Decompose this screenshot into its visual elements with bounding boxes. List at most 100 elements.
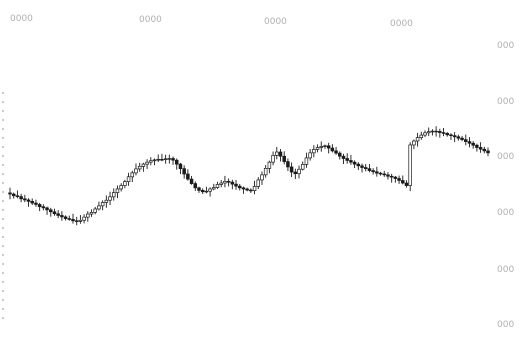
candle bbox=[445, 132, 449, 137]
candle bbox=[419, 131, 424, 140]
candle bbox=[423, 130, 427, 138]
candle bbox=[123, 179, 127, 189]
candle-body bbox=[186, 173, 190, 180]
candle bbox=[215, 181, 220, 189]
candle bbox=[341, 153, 346, 164]
candle bbox=[167, 154, 172, 164]
candle bbox=[315, 144, 320, 153]
candle bbox=[237, 184, 242, 191]
candle-body bbox=[219, 182, 223, 185]
candle bbox=[100, 200, 105, 211]
candle-body bbox=[130, 172, 135, 178]
candle bbox=[89, 209, 94, 217]
candle bbox=[256, 177, 261, 190]
candle bbox=[156, 154, 160, 162]
candle-body bbox=[204, 190, 209, 193]
candle bbox=[126, 172, 131, 186]
candle bbox=[289, 162, 294, 178]
candle bbox=[86, 211, 90, 222]
candle bbox=[386, 172, 390, 180]
candle-body bbox=[126, 176, 131, 182]
candle-body bbox=[60, 215, 64, 218]
candle bbox=[193, 181, 198, 191]
candle-body bbox=[349, 160, 353, 163]
candle bbox=[245, 187, 249, 192]
candle-body bbox=[434, 130, 438, 133]
candle-body bbox=[278, 151, 283, 157]
candle-body bbox=[63, 216, 68, 219]
candle-body bbox=[371, 170, 375, 173]
candle-body bbox=[363, 167, 368, 170]
candle bbox=[252, 180, 257, 195]
candle-body bbox=[100, 202, 105, 207]
x-tick-label: 0000 bbox=[390, 19, 413, 29]
candle bbox=[197, 186, 201, 193]
candle-body bbox=[93, 208, 97, 213]
candle bbox=[263, 165, 268, 178]
candle bbox=[130, 170, 135, 183]
candle-body bbox=[275, 151, 279, 156]
candle bbox=[30, 198, 34, 205]
candle bbox=[293, 168, 298, 180]
candle bbox=[219, 179, 223, 188]
candle-body bbox=[123, 181, 127, 186]
y-tick-label: 000 bbox=[497, 97, 514, 107]
candle-body bbox=[282, 155, 286, 162]
y-tick-label: 000 bbox=[497, 41, 514, 51]
candle-body bbox=[312, 149, 316, 154]
candle-body bbox=[212, 187, 216, 190]
candle-body bbox=[271, 155, 275, 163]
candle-body bbox=[338, 152, 342, 157]
candle-body bbox=[445, 133, 449, 136]
candle bbox=[241, 186, 246, 194]
candle-body bbox=[471, 142, 475, 146]
candle-body bbox=[34, 202, 38, 205]
candle-body bbox=[152, 159, 157, 162]
candle-body bbox=[297, 168, 301, 175]
candle-body bbox=[226, 180, 231, 183]
candles-layer bbox=[8, 126, 490, 226]
candle-body bbox=[197, 187, 201, 191]
candle-body bbox=[456, 136, 461, 139]
candle-body bbox=[89, 212, 94, 215]
candle-body bbox=[304, 157, 309, 165]
x-axis-ticks: 0000 0000 0000 0000 bbox=[10, 14, 413, 29]
candle bbox=[286, 158, 290, 172]
candle bbox=[304, 152, 309, 168]
candle-body bbox=[326, 145, 331, 149]
candle bbox=[149, 157, 153, 166]
candle bbox=[71, 213, 75, 224]
candle bbox=[356, 162, 361, 171]
candle-body bbox=[111, 192, 116, 198]
candle bbox=[178, 162, 183, 175]
candle bbox=[41, 204, 46, 211]
candle-body bbox=[26, 199, 31, 202]
candle-body bbox=[475, 144, 479, 148]
candle bbox=[226, 178, 231, 187]
candle-body bbox=[160, 158, 164, 161]
candle-body bbox=[267, 161, 272, 169]
candle-body bbox=[367, 168, 372, 171]
candle-body bbox=[245, 188, 249, 191]
candle bbox=[326, 142, 331, 154]
candle bbox=[449, 133, 453, 140]
candle-body bbox=[74, 220, 79, 222]
candle-body bbox=[167, 158, 172, 160]
candle-body bbox=[208, 188, 212, 192]
candle-body bbox=[200, 190, 205, 193]
candle-body bbox=[215, 184, 220, 188]
candle-body bbox=[426, 131, 431, 134]
candle bbox=[230, 179, 235, 190]
candle-body bbox=[482, 148, 487, 152]
candle bbox=[367, 164, 372, 173]
candle bbox=[163, 154, 168, 164]
candle bbox=[82, 214, 86, 224]
candle-body bbox=[223, 180, 227, 184]
y-tick-label: 000 bbox=[497, 208, 514, 218]
candle-body bbox=[137, 166, 142, 170]
y-axis-ticks: 000 000 000 000 000 000 bbox=[497, 41, 514, 330]
candle-body bbox=[352, 161, 357, 165]
candle bbox=[382, 170, 387, 177]
candle-body bbox=[52, 211, 57, 215]
candle bbox=[67, 215, 72, 221]
